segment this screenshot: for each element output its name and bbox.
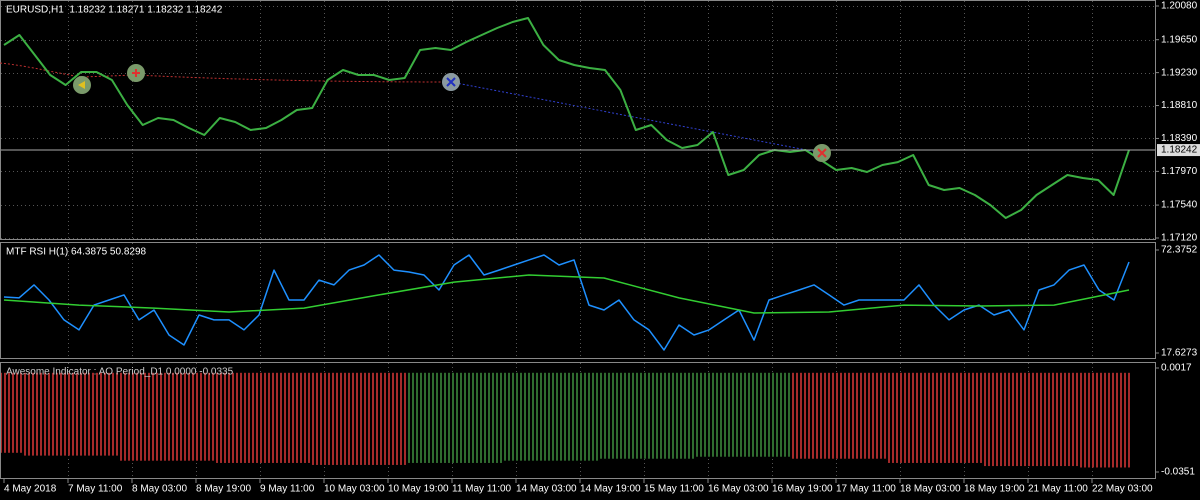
panel-borders <box>0 0 1156 479</box>
indicator-title: MTF RSI H(1) 64.3875 50.8298 <box>6 247 147 258</box>
y-tick-label: 1.17540 <box>1161 200 1198 211</box>
grid <box>1 1 1154 478</box>
x-tick-label: 22 May 03:00 <box>1092 484 1153 495</box>
bar <box>118 372 214 461</box>
trade-icon <box>446 77 456 87</box>
y-tick-label: 1.17120 <box>1161 233 1198 244</box>
y-tick-label: 1.17970 <box>1161 166 1198 177</box>
x-tick-label: 4 May 2018 <box>4 484 57 495</box>
x-tick-label: 10 May 19:00 <box>388 484 449 495</box>
trade-icon <box>78 81 85 89</box>
trade-icon <box>132 69 140 77</box>
trade-markers <box>73 64 831 162</box>
y-tick-label: -0.0351 <box>1161 467 1195 478</box>
y-tick-label: 0.0017 <box>1161 363 1192 374</box>
bar <box>502 372 598 461</box>
bar <box>406 372 502 463</box>
series-line <box>3 17 1130 219</box>
y-tick-label: 1.18390 <box>1161 133 1198 144</box>
bar <box>310 372 406 465</box>
last-price-label: 1.18242 <box>1161 145 1198 156</box>
indicator-title: Awesome Indicator : AO Period_D1 0.0000 … <box>6 367 234 378</box>
x-tick-label: 16 May 03:00 <box>708 484 769 495</box>
x-tick-label: 18 May 03:00 <box>900 484 961 495</box>
x-tick-label: 8 May 19:00 <box>196 484 251 495</box>
x-tick-label: 16 May 19:00 <box>772 484 833 495</box>
y-tick-label: 1.19650 <box>1161 34 1198 45</box>
trade-icon <box>817 148 827 158</box>
x-tick-label: 9 May 11:00 <box>260 484 315 495</box>
rsi-panel <box>0 242 1156 359</box>
price-panel <box>0 0 1156 240</box>
bar <box>790 372 886 459</box>
x-tick-label: 10 May 03:00 <box>324 484 385 495</box>
bar <box>598 372 694 459</box>
x-tick-label: 18 May 19:00 <box>964 484 1025 495</box>
series-line <box>3 254 1130 351</box>
x-tick-label: 11 May 11:00 <box>452 484 512 495</box>
x-tick-label: 7 May 11:00 <box>68 484 123 495</box>
bar <box>694 372 790 457</box>
x-tick-label: 17 May 11:00 <box>836 484 896 495</box>
bar <box>1 372 22 453</box>
series-line <box>3 274 1130 314</box>
plot <box>1 17 1155 468</box>
y-tick-label: 17.6273 <box>1161 348 1198 359</box>
x-tick-label: 14 May 03:00 <box>516 484 577 495</box>
bar <box>1078 372 1130 468</box>
ao-panel <box>0 362 1156 479</box>
trade-line <box>450 81 823 154</box>
x-tick-label: 21 May 11:00 <box>1028 484 1088 495</box>
y-tick-label: 72.3752 <box>1161 245 1198 256</box>
y-tick-label: 1.19230 <box>1161 67 1198 78</box>
x-tick-label: 14 May 19:00 <box>580 484 641 495</box>
last-price-box <box>1157 144 1200 157</box>
chart-title: EURUSD,H1 1.18232 1.18271 1.18232 1.1824… <box>6 5 223 16</box>
x-tick-label: 8 May 03:00 <box>132 484 187 495</box>
bar <box>214 372 310 463</box>
x-tick-label: 15 May 11:00 <box>644 484 704 495</box>
bar <box>982 372 1078 467</box>
y-tick-label: 1.18810 <box>1161 100 1198 111</box>
y-tick-label: 1.20080 <box>1161 1 1198 12</box>
bar <box>886 372 982 463</box>
bar <box>22 372 118 456</box>
trade-line <box>0 62 452 83</box>
